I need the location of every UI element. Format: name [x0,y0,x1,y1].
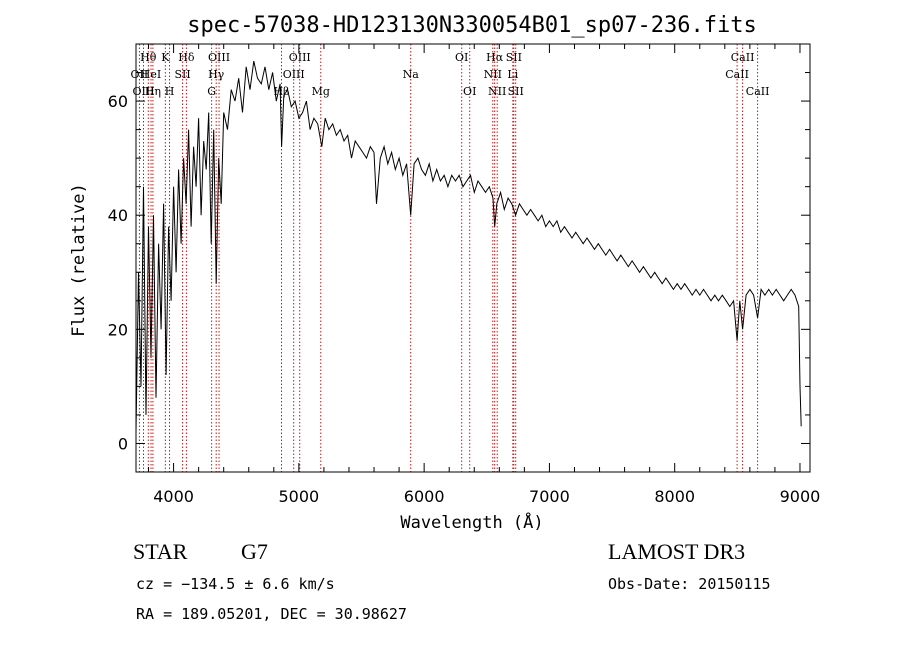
redshift-velocity: cz = −134.5 ± 6.6 km/s [136,575,335,593]
y-axis-label: Flux (relative) [69,183,89,337]
spectral-line-label: HeI [141,68,161,81]
spectral-line-label: OIII [132,85,154,98]
x-axis-label: Wavelength (Å) [400,511,543,533]
spectral-line-label: NII [488,85,506,98]
spectral-line-label: SII [174,68,190,81]
x-axis-ticks: 4000 5000 6000 7000 8000 9000 [148,44,821,506]
spectral-line-label: K [161,51,170,64]
x-tick-label: 7000 [529,487,570,506]
y-tick-label: 0 [118,434,128,453]
observation-date: Obs-Date: 20150115 [608,575,771,593]
plot-frame [135,43,811,473]
y-tick-label: 20 [108,320,128,339]
spectral-line-label: Hδ [178,51,195,64]
spectral-line-label: CaII [746,85,770,98]
spectral-line-label: SII [508,85,524,98]
spectral-line-label: Hθ [140,51,157,64]
spectral-line-label: OIII [283,68,305,81]
spectral-line-label: OIII [289,51,311,64]
spectral-line-markers [138,44,759,472]
spectral-line-label: CaII [725,68,749,81]
y-tick-label: 60 [108,92,128,111]
x-tick-label: 8000 [654,487,695,506]
spectral-line-label: OIII [208,51,230,64]
coordinates: RA = 189.05201, DEC = 30.98627 [136,605,407,623]
spectral-line-label: OI [463,85,476,98]
y-axis-ticks: 0 20 40 60 [108,43,810,473]
spectral-line-label: CaII [731,51,755,64]
spectral-line-label: Hγ [208,68,225,81]
spectrum-series-line [135,60,802,433]
chart-title: spec-57038-HD123130N330054B01_sp07-236.f… [187,13,757,38]
spectral-line-label: NII [484,68,502,81]
y-tick-label: 40 [108,206,128,225]
spectral-line-label: Hη [145,85,161,98]
spectral-line-label: Na [403,68,420,81]
object-class: STAR [133,539,188,564]
x-tick-label: 4000 [153,487,194,506]
spectral-line-label: OI [455,51,468,64]
x-tick-label: 5000 [279,487,320,506]
spectral-line-label: SII [506,51,522,64]
spectral-line-label: OII [131,68,149,81]
x-tick-label: 9000 [780,487,821,506]
spectral-line-label: Hα [486,51,504,64]
survey-name: LAMOST DR3 [608,539,745,564]
x-tick-label: 6000 [404,487,445,506]
spectral-line-label: Li [507,68,518,81]
spectral-line-label: G [207,85,216,98]
object-subclass: G7 [241,539,268,564]
spectral-line-label: Mg [312,85,330,98]
spectral-line-label: H [165,85,175,98]
